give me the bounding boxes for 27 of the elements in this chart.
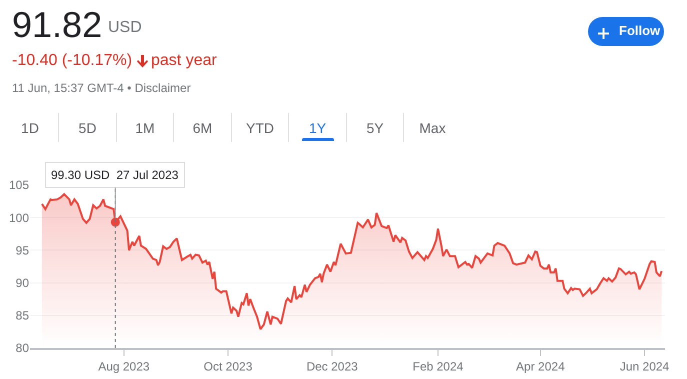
annotation: 99.30 USD 27 Jul 2023 (51, 168, 179, 182)
text: 1M (134, 119, 156, 137)
x-tick-label: Feb 2024 (412, 359, 464, 374)
text: 6M (192, 119, 214, 137)
x-tick-label: Jun 2024 (620, 359, 670, 374)
text: Max (418, 119, 447, 137)
chart-title: 91.82 (12, 4, 102, 46)
text: 1Y (308, 119, 328, 137)
y-tick-label: 85 (16, 308, 30, 323)
text: past year (151, 52, 217, 70)
x-tick-label: Dec 2023 (306, 359, 358, 374)
x-tick-label: Oct 2023 (204, 359, 253, 374)
text: 1D (20, 119, 40, 137)
text: YTD (245, 119, 275, 137)
y-tick-label: 95 (16, 243, 30, 258)
x-tick-label: Apr 2024 (516, 359, 566, 374)
text: USD (108, 19, 142, 37)
y-tick-label: 105 (8, 178, 30, 192)
y-tick-label: 100 (8, 210, 30, 225)
x-tick-label: Aug 2023 (98, 359, 150, 374)
y-tick-label: 80 (16, 341, 30, 356)
text: 5Y (365, 119, 385, 137)
text: 5D (78, 119, 98, 137)
text: Follow (619, 23, 660, 38)
y-tick-label: 90 (16, 276, 30, 290)
text: 11 Jun, 15:37 GMT-4 • Disclaimer (12, 81, 191, 95)
chart-subtitle: -10.40 (-10.17%) (12, 52, 132, 70)
